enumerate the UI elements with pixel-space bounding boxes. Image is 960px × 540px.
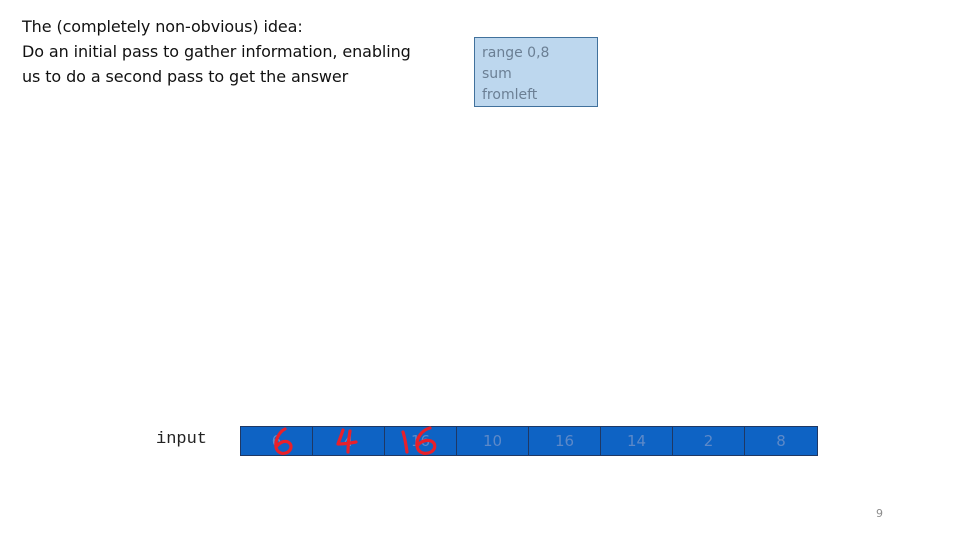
input-array-label: input xyxy=(156,430,208,449)
page-number: 9 xyxy=(876,507,883,520)
array-cell: 4 xyxy=(313,427,385,455)
title-line-3: us to do a second pass to get the answer xyxy=(22,67,349,86)
array-cell: 16 xyxy=(529,427,601,455)
node-sum-label: sum xyxy=(482,66,512,82)
input-array: 6 4 16 10 16 14 2 8 xyxy=(240,426,818,456)
tree-node-box: range 0,8 sum fromleft xyxy=(474,37,598,107)
slide-title: The (completely non-obvious) idea: Do an… xyxy=(22,14,462,89)
array-cell: 6 xyxy=(241,427,313,455)
array-cell: 2 xyxy=(673,427,745,455)
title-line-2: Do an initial pass to gather information… xyxy=(22,42,411,61)
title-line-1: The (completely non-obvious) idea: xyxy=(22,17,303,36)
node-fromleft-label: fromleft xyxy=(482,87,538,103)
array-cell: 16 xyxy=(385,427,457,455)
node-range-label: range 0,8 xyxy=(482,45,550,61)
array-cell: 8 xyxy=(745,427,817,455)
array-cell: 14 xyxy=(601,427,673,455)
array-cell: 10 xyxy=(457,427,529,455)
